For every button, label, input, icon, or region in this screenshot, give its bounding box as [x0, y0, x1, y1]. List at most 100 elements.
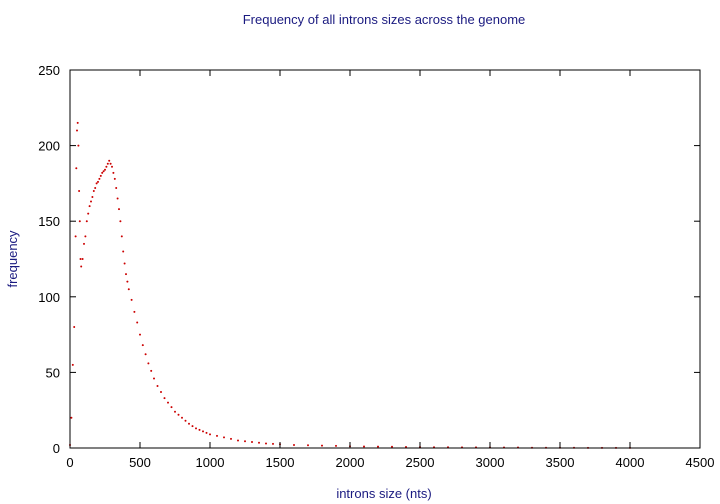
- data-point: [85, 220, 88, 223]
- data-point: [90, 200, 92, 203]
- chart-title: Frequency of all introns sizes across th…: [243, 12, 526, 27]
- data-point: [174, 410, 176, 413]
- data-point: [97, 180, 99, 183]
- data-point: [116, 197, 119, 200]
- data-point: [335, 444, 337, 447]
- data-point: [191, 425, 194, 428]
- data-point: [156, 385, 159, 388]
- data-point: [91, 196, 94, 199]
- data-point: [78, 189, 81, 192]
- x-tick-label: 4000: [616, 455, 645, 470]
- data-point: [160, 391, 162, 394]
- data-point: [118, 208, 120, 211]
- data-point: [92, 189, 95, 192]
- y-tick-label: 200: [38, 139, 60, 154]
- data-point: [95, 182, 98, 185]
- data-point: [125, 273, 127, 276]
- data-point: [230, 437, 232, 440]
- data-point: [74, 235, 77, 238]
- y-tick-label: 250: [38, 63, 60, 78]
- data-point: [83, 242, 85, 245]
- data-point: [163, 397, 166, 400]
- x-axis-label: introns size (nts): [336, 486, 431, 501]
- data-point: [104, 168, 106, 171]
- plot-frame: [69, 69, 701, 449]
- data-point: [119, 220, 122, 223]
- y-tick-label: 150: [38, 214, 60, 229]
- data-point: [177, 413, 180, 416]
- data-point: [205, 431, 208, 434]
- data-point: [258, 441, 260, 444]
- data-point: [184, 419, 187, 422]
- data-point: [139, 333, 141, 336]
- data-point: [75, 167, 78, 170]
- data-point: [377, 445, 379, 448]
- data-point: [98, 177, 101, 180]
- data-point: [293, 443, 295, 446]
- data-point: [130, 298, 133, 301]
- data-point: [170, 406, 173, 409]
- data-point: [81, 258, 84, 260]
- x-tick-label: 2500: [406, 455, 435, 470]
- data-point: [251, 440, 253, 443]
- data-point: [99, 174, 102, 177]
- data-point: [78, 220, 81, 223]
- x-tick-label: 4500: [686, 455, 715, 470]
- data-point: [198, 428, 201, 431]
- data-point: [109, 162, 112, 165]
- data-point: [115, 186, 118, 189]
- y-tick-label: 100: [38, 290, 60, 305]
- data-point: [136, 321, 139, 324]
- data-point: [79, 258, 82, 260]
- data-point: [87, 212, 90, 215]
- data-point: [76, 121, 79, 124]
- data-point: [141, 344, 144, 347]
- data-point: [272, 442, 274, 445]
- data-point: [209, 433, 211, 436]
- x-tick-label: 3500: [546, 455, 575, 470]
- x-tick-label: 500: [129, 455, 151, 470]
- data-point: [195, 427, 197, 430]
- data-point: [112, 171, 115, 174]
- data-point: [202, 430, 204, 433]
- data-point: [122, 250, 125, 253]
- data-point: [167, 401, 169, 404]
- data-point: [94, 186, 97, 189]
- y-axis: 0 50 100 150 200 250: [38, 63, 700, 456]
- data-point: [105, 165, 108, 168]
- data-point: [120, 235, 123, 238]
- data-point: [127, 288, 130, 291]
- data-point: [76, 129, 78, 132]
- data-point: [111, 165, 113, 168]
- y-tick-label: 0: [53, 441, 60, 456]
- data-point: [153, 377, 155, 380]
- data-point: [307, 444, 309, 447]
- data-point: [363, 445, 365, 448]
- data-point: [147, 362, 150, 365]
- x-tick-label: 0: [66, 455, 73, 470]
- y-axis-label: frequency: [5, 230, 20, 288]
- data-point: [181, 416, 183, 419]
- data-point: [223, 436, 225, 439]
- data-point: [126, 280, 129, 283]
- data-point: [216, 434, 218, 437]
- data-point: [71, 363, 74, 366]
- data-point: [80, 265, 83, 268]
- data-point: [244, 440, 246, 443]
- data-point: [188, 422, 190, 425]
- data-point: [101, 171, 104, 174]
- y-tick-label: 50: [46, 365, 60, 380]
- data-point: [106, 162, 109, 165]
- x-axis: 0 500 1000 1500 2000 2500 3000 3500 4000 4500: [66, 70, 714, 470]
- data-point: [391, 445, 393, 448]
- data-point: [265, 442, 267, 445]
- data-point: [405, 445, 407, 448]
- data-point: [144, 353, 147, 356]
- data-point: [88, 205, 91, 208]
- data-point: [73, 326, 76, 329]
- x-tick-label: 2000: [336, 455, 365, 470]
- data-point: [321, 444, 323, 447]
- data-point: [237, 439, 239, 442]
- data-point: [77, 144, 80, 147]
